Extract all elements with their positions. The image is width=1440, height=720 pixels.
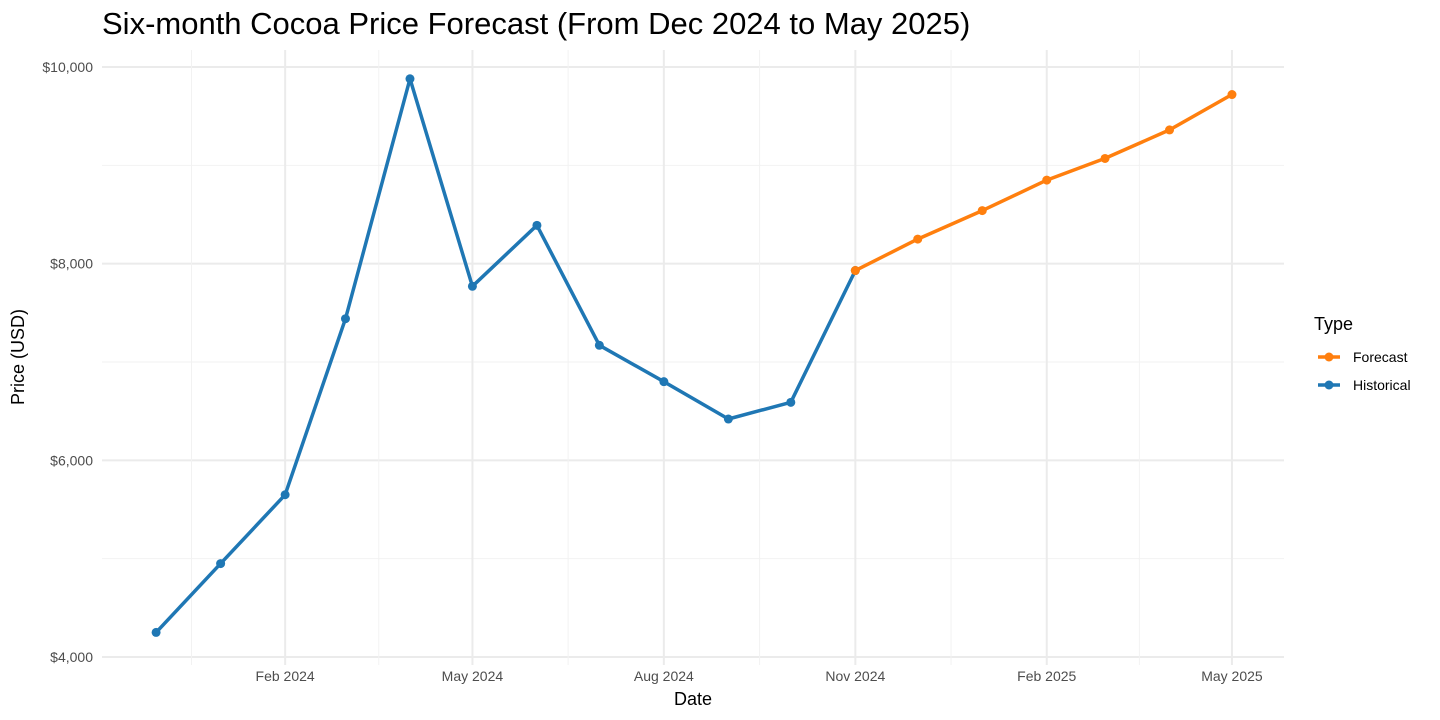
data-point-historical [216, 559, 226, 569]
data-point-historical [151, 627, 161, 637]
grid [102, 50, 1284, 665]
data-point-historical [405, 74, 415, 84]
data-point-forecast [977, 206, 987, 216]
x-tick-label: May 2025 [1201, 668, 1263, 684]
data-point-historical [786, 397, 796, 407]
data-point-historical [340, 314, 350, 324]
legend-title: Type [1314, 314, 1353, 334]
y-tick-label: $10,000 [42, 59, 93, 75]
data-point-historical [467, 281, 477, 291]
series-forecast [850, 90, 1237, 276]
legend-marker-forecast [1324, 352, 1334, 362]
legend-key-forecast [1318, 352, 1340, 362]
x-tick-label: Aug 2024 [634, 668, 694, 684]
x-tick-label: May 2024 [442, 668, 504, 684]
y-tick-label: $6,000 [50, 452, 93, 468]
x-axis-title: Date [674, 689, 712, 709]
data-point-historical [723, 414, 733, 424]
data-point-forecast [1165, 125, 1175, 135]
y-axis-ticks: $4,000 $6,000 $8,000 $10,000 [42, 59, 93, 665]
x-tick-label: Feb 2024 [256, 668, 315, 684]
chart-title: Six-month Cocoa Price Forecast (From Dec… [102, 6, 970, 41]
data-point-forecast [850, 266, 860, 276]
legend: Type Forecast Historical [1314, 314, 1411, 393]
data-point-historical [532, 220, 542, 230]
legend-key-historical [1318, 380, 1340, 390]
x-axis-ticks: Feb 2024 May 2024 Aug 2024 Nov 2024 Feb 2025… [256, 668, 1263, 684]
data-point-forecast [1042, 175, 1052, 185]
legend-marker-historical [1324, 380, 1334, 390]
data-point-forecast [1100, 153, 1110, 163]
y-tick-label: $8,000 [50, 256, 93, 272]
legend-label-historical: Historical [1353, 377, 1411, 393]
data-point-forecast [1227, 90, 1237, 100]
x-tick-label: Nov 2024 [825, 668, 885, 684]
legend-label-forecast: Forecast [1353, 349, 1408, 365]
y-axis-title: Price (USD) [8, 309, 28, 405]
data-point-historical [659, 377, 669, 387]
y-tick-label: $4,000 [50, 649, 93, 665]
data-point-forecast [913, 234, 923, 244]
series-historical [151, 74, 860, 637]
data-point-historical [594, 340, 604, 350]
series-layer [151, 74, 1237, 637]
data-point-historical [280, 490, 290, 500]
x-tick-label: Feb 2025 [1017, 668, 1076, 684]
series-line-historical [154, 77, 858, 635]
